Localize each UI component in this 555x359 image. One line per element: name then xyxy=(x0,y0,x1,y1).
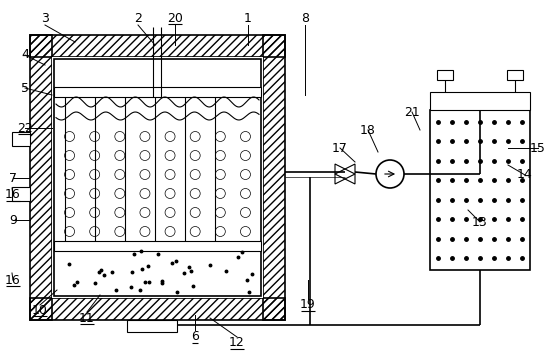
Text: 12: 12 xyxy=(229,336,245,350)
Text: 8: 8 xyxy=(301,11,309,24)
Bar xyxy=(12,132,30,146)
Text: 3: 3 xyxy=(41,11,49,24)
Bar xyxy=(30,35,52,320)
Text: 18: 18 xyxy=(360,123,376,136)
Bar xyxy=(437,70,453,80)
Text: 17: 17 xyxy=(332,141,348,154)
Text: 22: 22 xyxy=(17,121,33,135)
Text: 16: 16 xyxy=(5,274,21,286)
Text: 9: 9 xyxy=(9,214,17,227)
Text: 11: 11 xyxy=(79,312,95,325)
Text: 10: 10 xyxy=(32,303,48,317)
Bar xyxy=(30,35,285,57)
Bar xyxy=(30,298,285,320)
Bar xyxy=(52,57,263,298)
Bar xyxy=(430,92,530,110)
Bar xyxy=(54,87,261,97)
Text: 21: 21 xyxy=(404,106,420,118)
Text: 2: 2 xyxy=(134,11,142,24)
Text: 7: 7 xyxy=(9,172,17,185)
Text: 16: 16 xyxy=(5,188,21,201)
Bar xyxy=(127,320,177,332)
Bar xyxy=(54,59,261,296)
Text: 6: 6 xyxy=(191,331,199,344)
Text: 15: 15 xyxy=(530,141,546,154)
Bar xyxy=(430,110,530,270)
Text: 4: 4 xyxy=(21,48,29,61)
Bar xyxy=(12,187,30,201)
Text: 19: 19 xyxy=(300,298,316,312)
Text: 1: 1 xyxy=(244,11,252,24)
Text: 14: 14 xyxy=(517,168,533,182)
Text: 20: 20 xyxy=(167,11,183,24)
Text: 5: 5 xyxy=(21,81,29,94)
Bar xyxy=(54,241,261,251)
Bar xyxy=(507,70,523,80)
Bar xyxy=(263,35,285,320)
Text: 13: 13 xyxy=(472,215,488,228)
